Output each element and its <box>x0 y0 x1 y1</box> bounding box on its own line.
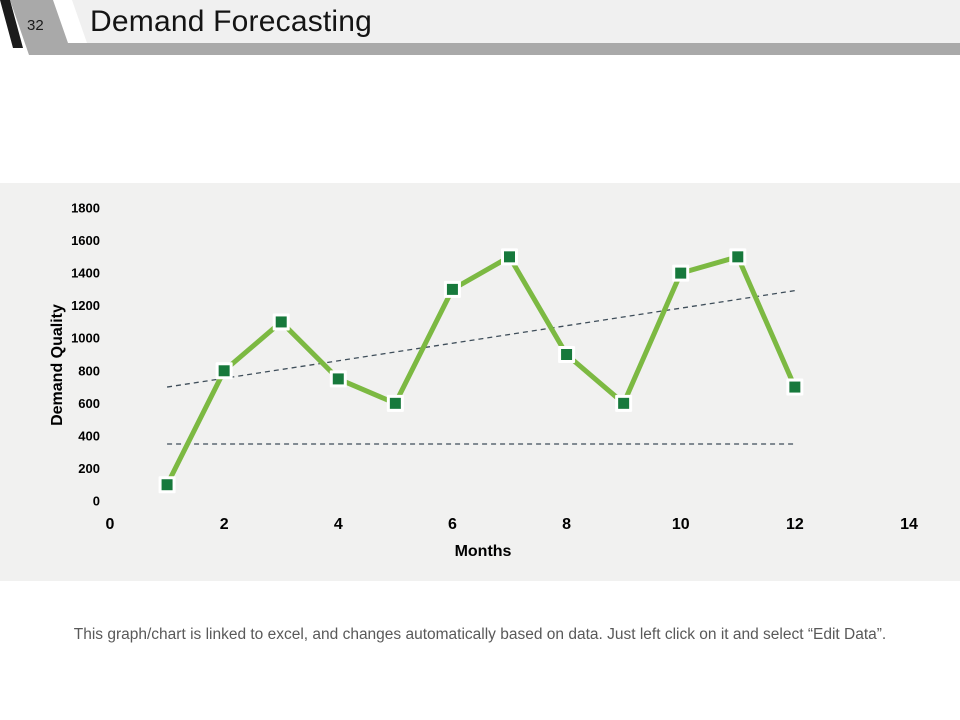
data-point-marker <box>504 251 515 263</box>
slide-header: 32 Demand Forecasting <box>0 0 960 58</box>
demand-forecast-chart[interactable]: 0 200 400 600 800 1000 1200 1400 1600 1800 0 2 4 6 8 10… <box>0 183 960 581</box>
y-tick-label: 1400 <box>71 266 100 281</box>
y-tick-label: 600 <box>78 396 100 411</box>
y-tick-label: 800 <box>78 363 100 378</box>
data-point-marker <box>675 267 687 279</box>
page-title: Demand Forecasting <box>90 5 373 38</box>
x-axis-title: Months <box>455 543 512 560</box>
data-point-marker <box>389 397 401 409</box>
y-tick-label: 400 <box>78 428 100 443</box>
data-point-marker <box>161 479 173 491</box>
x-tick-label: 2 <box>220 516 229 533</box>
y-tick-label: 1600 <box>71 233 100 248</box>
data-point-marker <box>446 283 458 295</box>
data-point-marker <box>561 349 573 360</box>
y-tick-label: 1800 <box>71 201 100 216</box>
data-point-marker <box>275 316 287 328</box>
title-banner <box>72 0 960 43</box>
trendline <box>166 289 798 388</box>
data-point-marker <box>332 373 344 385</box>
x-tick-label: 8 <box>562 516 571 533</box>
x-tick-label: 6 <box>448 516 457 533</box>
x-tick-label: 12 <box>786 516 804 533</box>
footer-note: This graph/chart is linked to excel, and… <box>73 626 887 643</box>
y-tick-label: 1200 <box>71 298 100 313</box>
x-tick-label: 4 <box>334 516 343 533</box>
y-axis-title: Demand Quality <box>49 304 66 426</box>
chart-area[interactable]: 0 200 400 600 800 1000 1200 1400 1600 1800 0 2 4 6 8 10… <box>0 183 960 581</box>
data-point-marker <box>789 381 801 393</box>
x-tick-label: 10 <box>672 516 690 533</box>
x-tick-label: 14 <box>900 516 918 533</box>
y-tick-label: 200 <box>78 461 100 476</box>
series-line <box>164 254 798 488</box>
y-tick-label: 1000 <box>71 331 100 346</box>
y-tick-label: 0 <box>93 494 100 509</box>
slide-number: 32 <box>27 17 44 34</box>
data-point-marker <box>618 397 630 409</box>
x-tick-label: 0 <box>106 516 115 533</box>
data-point-marker <box>732 251 744 263</box>
data-point-marker <box>218 365 230 377</box>
